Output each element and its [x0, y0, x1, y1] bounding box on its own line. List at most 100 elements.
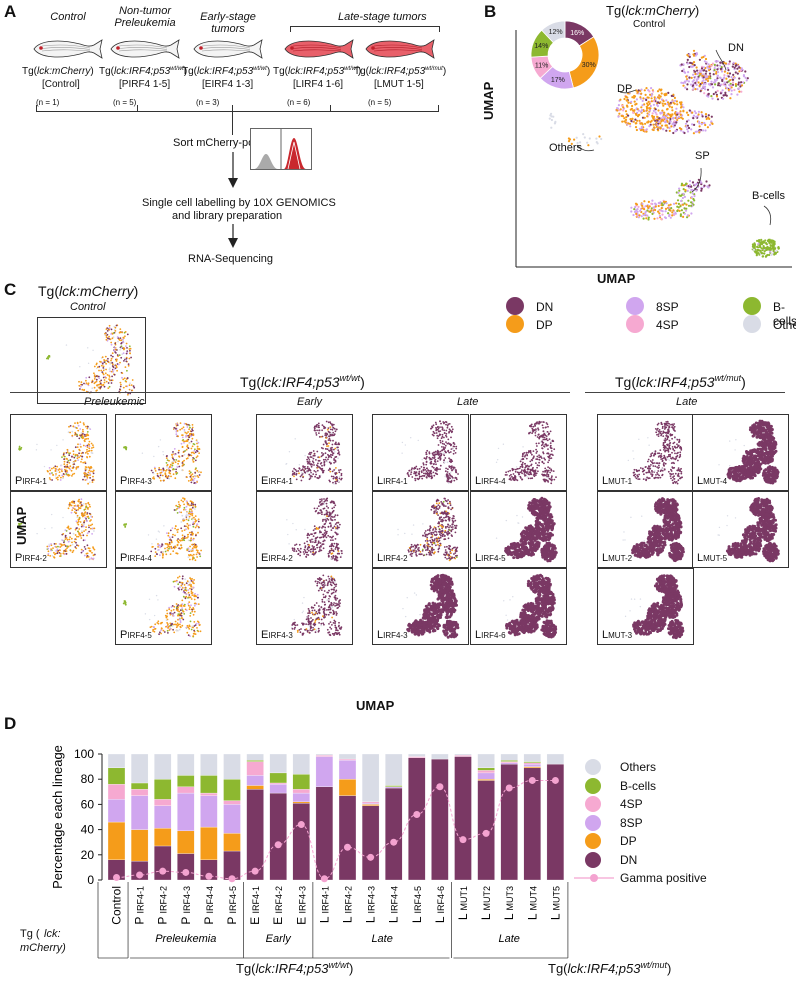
bar-others [523, 753, 541, 762]
panel-c-letter: C [4, 280, 17, 299]
umap-pirf4-1: PIRF4-1 [10, 414, 107, 491]
sample-label: LMUT-3 [602, 629, 633, 641]
umap-lirf4-5: LIRF4-5 [470, 491, 567, 568]
c-group-late-wt: Late [457, 396, 479, 408]
x-tick-label: L IRF4-3 [364, 886, 378, 923]
bar-dp [477, 779, 495, 781]
bar-others [130, 753, 149, 784]
bar-4sp [246, 761, 264, 776]
bar-8sp [315, 756, 334, 787]
bar-8sp [130, 795, 149, 830]
step-labelling-1: Single cell labelling by 10X GENOMICS [142, 197, 336, 209]
panel-b-letter: B [484, 2, 497, 21]
legend-label: 4SP [620, 797, 643, 811]
umap-points [495, 496, 558, 563]
x-tick-label: L MUT5 [548, 886, 562, 920]
group-label: Late [371, 933, 392, 945]
donut-label: 12% [549, 29, 563, 36]
umap-lmut-5: LMUT-5 [692, 491, 789, 568]
bar-dn [500, 763, 518, 881]
facs-histogram-icon [250, 128, 312, 170]
bar-dp [292, 801, 310, 804]
gamma-point [251, 867, 259, 875]
group-genotype: Tg(lck:IRF4;p53wt/wt) [99, 66, 188, 78]
umap-points [624, 574, 685, 640]
umap-points [291, 574, 343, 637]
sample-label: EIRF4-1 [261, 475, 293, 487]
bar-dn [269, 792, 287, 881]
gamma-point [436, 783, 444, 791]
legend-swatch-8sp [585, 814, 601, 831]
umap-points [718, 419, 780, 485]
x-tick-label: E IRF4-1 [248, 886, 262, 925]
umap-points [401, 420, 459, 484]
sample-label: EIRF4-3 [261, 629, 293, 641]
bar-others [269, 753, 287, 774]
bar-others [315, 753, 334, 756]
umap-eirf4-2: EIRF4-2 [256, 491, 353, 568]
bar-4sp [269, 782, 287, 785]
bar-dn [523, 767, 541, 881]
bar-b-cells [107, 767, 126, 785]
down-arrow-icon [228, 152, 238, 188]
c-group-preleukemic: Preleukemic [84, 396, 145, 408]
bar-dn [431, 758, 449, 881]
gamma-point [228, 875, 236, 883]
pool-tick [36, 105, 37, 112]
bar-4sp [477, 770, 495, 774]
bar-4sp [523, 762, 541, 765]
bar-dp [246, 785, 264, 790]
gamma-point [297, 821, 305, 829]
umap-points [503, 573, 558, 639]
y-axis-label: Percentage each lineage [50, 745, 65, 889]
legend-swatch-dp [585, 833, 601, 849]
x-tick-label: P IRF4-3 [179, 886, 193, 925]
bar-dn [292, 802, 310, 881]
d-control-genotype-3: mCherry) [20, 942, 66, 954]
y-tick-label: 20 [81, 848, 95, 862]
umap-eirf4-1: EIRF4-1 [256, 414, 353, 491]
bar-4sp [130, 789, 149, 796]
umap-points [286, 497, 343, 562]
late-stage-header: Late-stage tumors [338, 11, 427, 23]
bar-others [385, 753, 403, 786]
bar-b-cells [223, 779, 241, 801]
sample-label: LIRF4-5 [475, 552, 506, 564]
bar-dp [223, 833, 241, 852]
legend-label: Others [620, 760, 657, 774]
bar-b-cells [154, 779, 172, 800]
bar-dn [408, 757, 426, 881]
d-mut-genotype: Tg(lck:IRF4;p53wt/mut) [548, 960, 672, 977]
bar-b-cells [477, 767, 495, 771]
c-ylabel: UMAP [14, 506, 29, 545]
umap-eirf4-3: EIRF4-3 [256, 568, 353, 645]
bar-dn [154, 845, 172, 881]
sample-label: LMUT-4 [697, 475, 728, 487]
umap-pirf4-5: PIRF4-5 [115, 568, 212, 645]
bar-b-cells [130, 782, 149, 790]
bar-others [246, 753, 264, 761]
group-code: [LMUT 1-5] [374, 79, 424, 90]
group-header: Control [50, 11, 86, 23]
bar-dn [454, 756, 472, 881]
legend-swatch-8sp [626, 297, 644, 315]
bar-others [338, 753, 357, 760]
legend-label: Gamma positive [620, 871, 707, 885]
donut-label: 17% [551, 77, 565, 84]
bar-dn [385, 787, 403, 881]
umap-lmut-4: LMUT-4 [692, 414, 789, 491]
bar-8sp [246, 775, 264, 786]
zebrafish-icon [110, 39, 180, 59]
panel-b-title: Tg(lck:mCherry) [606, 3, 700, 18]
bar-8sp [385, 786, 403, 789]
gamma-point [182, 868, 190, 876]
y-tick-label: 80 [81, 772, 95, 786]
b-xlabel: UMAP [597, 271, 636, 286]
legend-label: B-cells [773, 300, 796, 328]
panel-a-letter: A [4, 2, 17, 21]
b-label-others: Others [549, 142, 583, 154]
gamma-point [528, 776, 536, 784]
gamma-point [482, 829, 490, 837]
umap-points [123, 497, 202, 562]
bar-4sp [223, 800, 241, 805]
